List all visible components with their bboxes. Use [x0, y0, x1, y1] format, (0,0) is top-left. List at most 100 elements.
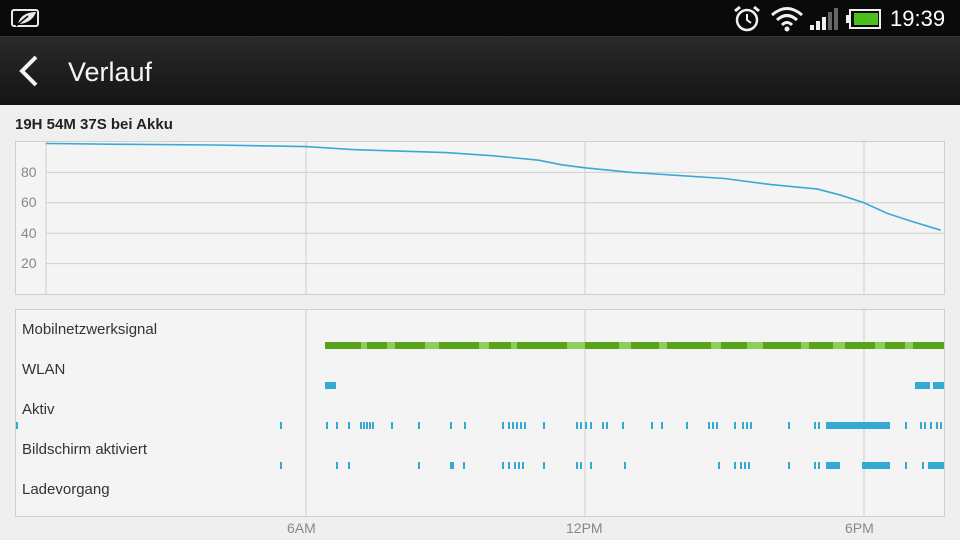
signal-segment [809, 342, 833, 349]
screen-mark [508, 462, 510, 469]
chevron-left-icon[interactable] [14, 53, 48, 89]
active-mark [930, 422, 932, 429]
signal-segment [747, 342, 763, 349]
y-tick-20: 20 [21, 255, 37, 271]
active-mark [734, 422, 736, 429]
action-bar: Verlauf [0, 36, 960, 105]
screen-mark [580, 462, 582, 469]
active-mark [363, 422, 365, 429]
y-tick-40: 40 [21, 225, 37, 241]
active-mark [788, 422, 790, 429]
active-mark [391, 422, 393, 429]
signal-segment [511, 342, 517, 349]
y-tick-80: 80 [21, 164, 37, 180]
screen-mark [748, 462, 750, 469]
row-label-active: Aktiv [22, 401, 55, 418]
screen-on-bar [280, 462, 944, 469]
signal-segment [631, 342, 659, 349]
signal-segment [325, 342, 361, 349]
active-mark [860, 422, 890, 429]
row-label-charging: Ladevorgang [22, 481, 110, 498]
active-mark [936, 422, 938, 429]
active-mark [508, 422, 510, 429]
screen-mark [336, 462, 338, 469]
active-mark [450, 422, 452, 429]
screen-mark [452, 462, 454, 469]
active-mark [524, 422, 526, 429]
alarm-clock-icon [734, 5, 760, 32]
battery-icon [846, 9, 881, 29]
screen-mark [522, 462, 524, 469]
signal-segment [387, 342, 395, 349]
active-mark [924, 422, 926, 429]
screen-mark [814, 462, 816, 469]
signal-segment [517, 342, 567, 349]
screen-mark [905, 462, 907, 469]
signal-segment [845, 342, 875, 349]
active-mark [606, 422, 608, 429]
active-mark [826, 422, 866, 429]
wlan-bar [325, 382, 944, 389]
screen-mark [348, 462, 350, 469]
active-mark [602, 422, 604, 429]
active-mark [520, 422, 522, 429]
active-mark [661, 422, 663, 429]
screen-mark [744, 462, 746, 469]
active-mark [818, 422, 820, 429]
screen-mark [928, 462, 944, 469]
signal-segment [763, 342, 801, 349]
active-mark [502, 422, 504, 429]
signal-segment [905, 342, 913, 349]
signal-segment [667, 342, 711, 349]
active-mark [580, 422, 582, 429]
x-tick-6am: 6AM [287, 520, 316, 536]
active-mark [16, 422, 18, 429]
row-label-wlan: WLAN [22, 361, 66, 378]
x-tick-6pm: 6PM [845, 520, 874, 536]
screen-mark [418, 462, 420, 469]
screen-mark [734, 462, 736, 469]
active-mark [750, 422, 752, 429]
signal-segment [567, 342, 585, 349]
battery-duration: 19H 54M 37S bei Akku [15, 116, 173, 133]
status-bar: 19:39 [0, 0, 960, 36]
active-mark [372, 422, 374, 429]
signal-segment [585, 342, 619, 349]
status-clock: 19:39 [890, 6, 946, 31]
active-mark [716, 422, 718, 429]
signal-segment [801, 342, 809, 349]
active-mark [418, 422, 420, 429]
signal-segment [659, 342, 667, 349]
active-mark [336, 422, 338, 429]
active-mark [585, 422, 587, 429]
battery-chart-grid [46, 141, 944, 294]
signal-segment [913, 342, 944, 349]
wifi-icon [771, 7, 803, 32]
active-mark [326, 422, 328, 429]
active-mark [622, 422, 624, 429]
activity-chart-frame [15, 309, 945, 517]
signal-segment [711, 342, 721, 349]
screen-mark [576, 462, 578, 469]
active-mark [905, 422, 907, 429]
screen-mark [862, 462, 890, 469]
active-mark [746, 422, 748, 429]
signal-segment [489, 342, 511, 349]
screen-mark [463, 462, 465, 469]
active-mark [590, 422, 592, 429]
active-mark [464, 422, 466, 429]
screen-mark [718, 462, 720, 469]
active-mark [940, 422, 942, 429]
active-mark [742, 422, 744, 429]
signal-segment [367, 342, 387, 349]
wlan-segment [325, 382, 336, 389]
active-mark [651, 422, 653, 429]
active-mark [814, 422, 816, 429]
screen-mark [818, 462, 820, 469]
active-mark [712, 422, 714, 429]
active-mark [543, 422, 545, 429]
screen-mark [740, 462, 742, 469]
screen-mark [922, 462, 924, 469]
wlan-segment [933, 382, 944, 389]
page-title: Verlauf [68, 57, 153, 87]
